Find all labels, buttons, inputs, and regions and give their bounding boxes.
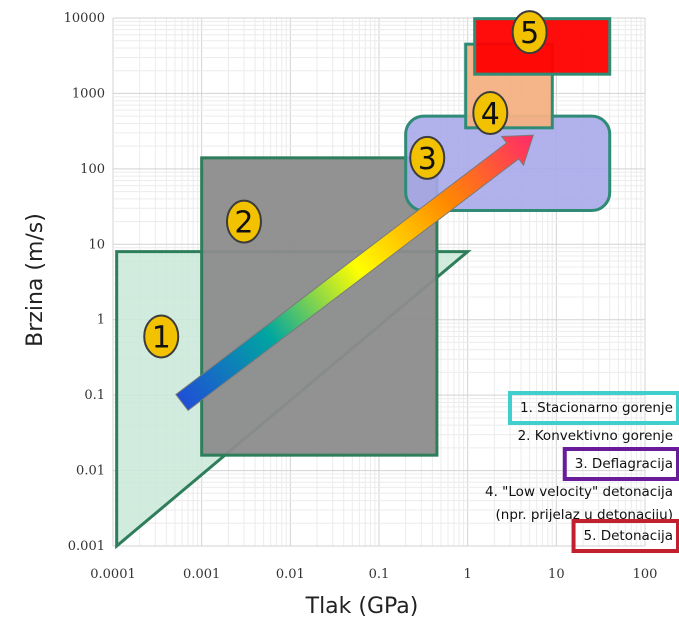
badge-5: 5 [511,10,548,55]
regions [115,17,612,550]
legend-box [508,391,679,425]
x-axis-title: Tlak (GPa) [305,594,419,619]
legend-text: 2. Konvektivno gorenje [518,428,673,444]
legend-text: 4. "Low velocity" detonacija [485,484,673,500]
legend-item: 4. "Low velocity" detonacija [485,484,673,500]
legend-text: 5. Detonacija [584,528,673,544]
legend-box [562,447,679,481]
x-tick-label: 10 [548,567,565,582]
x-tick-label: 0.0001 [90,567,136,582]
transition-arrow-shape [175,134,534,412]
badge-circle [472,91,509,136]
legend-text: 1. Stacionarno gorenje [520,400,673,416]
legend-item: 2. Konvektivno gorenje [518,428,673,444]
badge-3: 3 [409,135,446,180]
badge-label: 2 [234,206,253,241]
badge-1: 1 [143,314,180,359]
y-tick-label: 0.001 [68,539,105,554]
y-tick-label: 100 [80,162,105,177]
tick-labels: 0.0001 0.001 0.01 0.1 1 10 100 0.001 0.01 0.1 1 10 1… [64,11,658,582]
legend-box [571,519,679,553]
x-tick-label: 0.01 [276,567,305,582]
y-tick-label: 1000 [72,86,105,101]
x-tick-label: 1 [464,567,472,582]
y-tick-label: 10000 [64,11,105,26]
y-tick-label: 10 [88,237,105,252]
x-tick-label: 100 [633,567,658,582]
x-tick-label: 0.1 [369,567,390,582]
badge-label: 1 [152,320,171,355]
transition-arrow [175,134,534,412]
y-tick-label: 0.01 [76,464,105,479]
legend-item: 5. Detonacija [571,519,679,553]
legend-item: 1. Stacionarno gorenje [508,391,679,425]
badge-label: 5 [520,16,539,51]
region-badges: 1 2 3 4 5 [143,10,548,359]
badge-2: 2 [225,199,262,244]
y-tick-label: 0.1 [84,388,105,403]
y-axis-title: Brzina (m/s) [23,213,48,347]
badge-4: 4 [472,91,509,136]
legend-item: 3. Deflagracija [562,447,679,481]
badge-circle [511,10,548,55]
badge-circle [143,314,180,359]
legend: 1. Stacionarno gorenje 2. Konvektivno gor… [485,391,679,553]
badge-circle [409,135,446,180]
badge-label: 3 [418,142,437,177]
x-tick-label: 0.001 [183,567,220,582]
badge-circle [225,199,262,244]
legend-text: 3. Deflagracija [575,456,673,472]
y-tick-label: 1 [97,313,105,328]
badge-label: 4 [481,97,500,132]
